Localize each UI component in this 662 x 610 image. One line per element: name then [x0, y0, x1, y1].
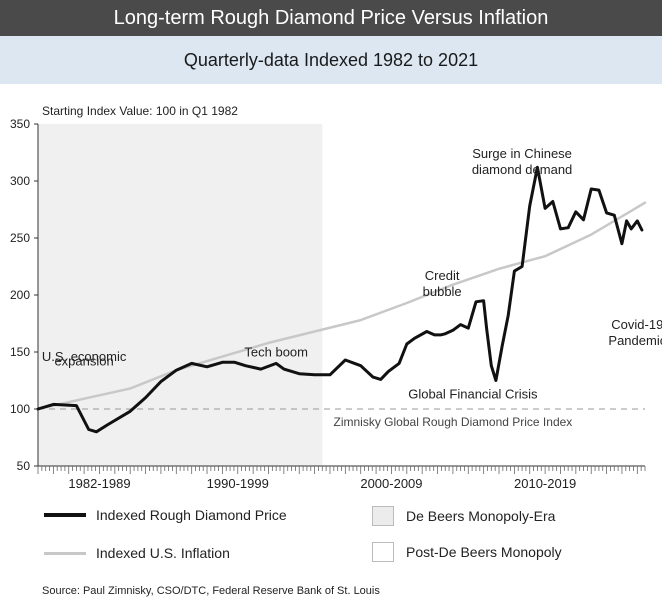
source-note: Source: Paul Zimnisky, CSO/DTC, Federal … [42, 585, 380, 597]
legend-item-diamond: Indexed Rough Diamond Price [44, 507, 287, 523]
x-decade-label: 2000-2009 [360, 476, 422, 491]
legend-item-inflation: Indexed U.S. Inflation [44, 545, 230, 561]
x-decade-label: 1990-1999 [207, 476, 269, 491]
annotation-label: Surge in Chinese [472, 146, 572, 161]
legend-label-inflation: Indexed U.S. Inflation [96, 545, 230, 561]
y-tick-label: 100 [10, 402, 30, 416]
legend-swatch-diamond [44, 513, 86, 517]
legend-label-diamond: Indexed Rough Diamond Price [96, 507, 287, 523]
legend-swatch-monopoly [372, 506, 394, 526]
y-tick-label: 150 [10, 345, 30, 359]
y-tick-label: 350 [10, 117, 30, 131]
y-tick-label: 250 [10, 231, 30, 245]
legend-label-post-monopoly: Post-De Beers Monopoly [406, 544, 562, 560]
legend-label-monopoly: De Beers Monopoly-Era [406, 508, 555, 524]
annotation-label: expansion [54, 354, 113, 369]
annotation-label: diamond demand [472, 162, 572, 177]
y-tick-label: 300 [10, 174, 30, 188]
legend-item-post-monopoly: Post-De Beers Monopoly [372, 542, 562, 562]
annotation-label: Zimnisky Global Rough Diamond Price Inde… [334, 415, 573, 429]
legend-item-monopoly: De Beers Monopoly-Era [372, 506, 555, 526]
x-decade-label: 1982-1989 [68, 476, 130, 491]
annotation-label: Global Financial Crisis [408, 387, 538, 402]
y-tick-label: 200 [10, 288, 30, 302]
x-decade-label: 2010-2019 [514, 476, 576, 491]
annotation-label: bubble [423, 284, 462, 299]
annotation-label: Covid-19 [611, 317, 662, 332]
annotation-label: Pandemic [608, 333, 662, 348]
annotation-label: Tech boom [244, 345, 308, 360]
legend-swatch-post-monopoly [372, 542, 394, 562]
y-tick-label: 50 [17, 459, 31, 473]
annotation-label: Credit [425, 268, 460, 283]
legend-swatch-inflation [44, 552, 86, 555]
